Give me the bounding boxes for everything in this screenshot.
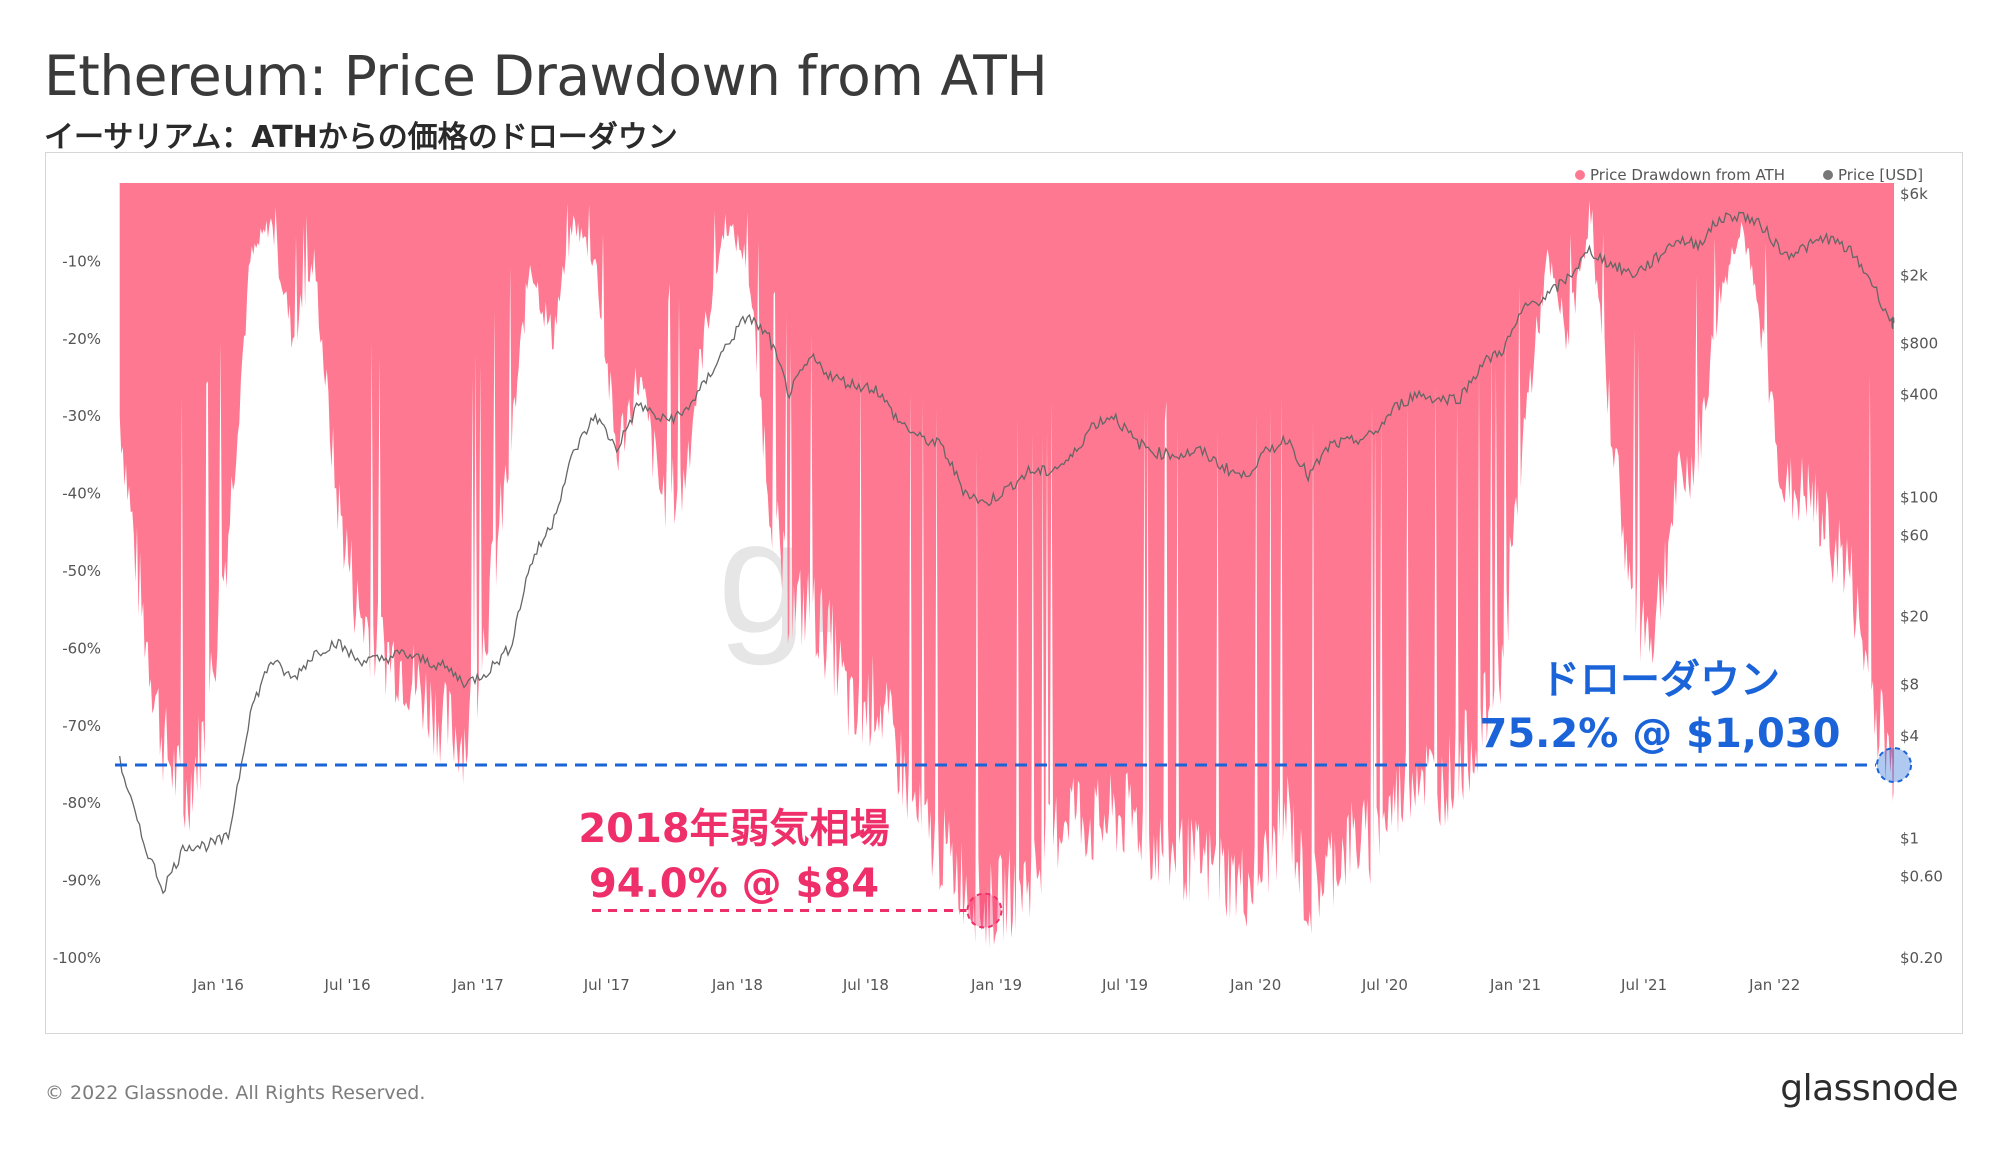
legend-swatch-drawdown (1575, 170, 1585, 180)
x-tick-label: Jan '18 (711, 976, 763, 994)
x-tick-label: Jul '17 (583, 976, 630, 994)
x-axis: Jan '16 Jul '16 Jan '17 Jul '17 Jan '18 Jul '… (192, 976, 1800, 994)
y-left-tick-label: -20% (62, 330, 101, 348)
chart-title: Ethereum: Price Drawdown from ATH (44, 44, 1048, 108)
brand-logo: glassnode (1780, 1068, 1958, 1109)
y-left-tick-label: -50% (62, 562, 101, 580)
y-left-tick-label: -70% (62, 717, 101, 735)
y-left-tick-label: -40% (62, 485, 101, 503)
x-tick-label: Jan '19 (970, 976, 1022, 994)
bear-market-value: 94.0% @ $84 (589, 861, 879, 907)
y-left-tick-label: -80% (62, 794, 101, 812)
y-left-tick-label: -30% (62, 407, 101, 425)
y-right-tick-label: $400 (1900, 386, 1938, 404)
y-left-tick-label: -60% (62, 639, 101, 657)
price-line (119, 211, 1895, 895)
y-right-tick-label: $60 (1900, 526, 1929, 544)
drawdown-area (119, 183, 1895, 949)
y-right-tick-label: $100 (1900, 488, 1938, 506)
y-right-tick-label: $2k (1900, 266, 1928, 284)
legend: Price Drawdown from ATH Price [USD] (1575, 166, 1923, 184)
x-tick-label: Jul '21 (1620, 976, 1667, 994)
y-left-tick-label: -90% (62, 872, 101, 890)
x-tick-label: Jan '17 (452, 976, 504, 994)
x-tick-label: Jul '19 (1101, 976, 1148, 994)
y-right-tick-label: $8 (1900, 676, 1919, 694)
price-line-path (119, 211, 1895, 895)
bear-market-label: 2018年弱気相場 (578, 806, 889, 852)
legend-swatch-price (1823, 170, 1833, 180)
x-tick-label: Jan '22 (1748, 976, 1800, 994)
x-tick-label: Jan '16 (192, 976, 244, 994)
current-drawdown-marker (1876, 747, 1912, 784)
annotations: 2018年弱気相場 94.0% @ $84 ドローダウン 75.2% @ $1,030 (115, 657, 1912, 929)
left-axis: -10% -20% -30% -40% -50% -60% -70% -80% -90% -100… (53, 252, 101, 967)
x-tick-label: Jul '18 (842, 976, 889, 994)
y-left-tick-label: -10% (62, 252, 101, 270)
x-tick-label: Jul '16 (324, 976, 371, 994)
legend-label-price: Price [USD] (1838, 166, 1923, 184)
drawdown-area-path (119, 183, 1895, 949)
y-right-tick-label: $0.60 (1900, 868, 1943, 886)
current-drawdown-value: 75.2% @ $1,030 (1480, 711, 1841, 757)
x-tick-label: Jan '20 (1229, 976, 1281, 994)
x-tick-label: Jan '21 (1489, 976, 1541, 994)
y-right-tick-label: $1 (1900, 830, 1919, 848)
y-right-tick-label: $800 (1900, 334, 1938, 352)
chart-subtitle: イーサリアム：ATHからの価格のドローダウン (44, 120, 678, 155)
y-right-tick-label: $0.20 (1900, 949, 1943, 967)
y-right-tick-label: $6k (1900, 185, 1928, 203)
chart-frame (45, 152, 1963, 1034)
right-axis: $6k $2k $800 $400 $100 $60 $20 $8 $4 $1 $0.60 $0.20 (1900, 185, 1943, 967)
bear-market-marker (966, 892, 1003, 929)
y-right-tick-label: $20 (1900, 608, 1929, 626)
x-tick-label: Jul '20 (1361, 976, 1408, 994)
y-right-tick-label: $4 (1900, 727, 1919, 745)
y-left-tick-label: -100% (53, 949, 101, 967)
legend-label-drawdown: Price Drawdown from ATH (1590, 166, 1785, 184)
current-drawdown-label: ドローダウン (1540, 657, 1780, 703)
copyright: © 2022 Glassnode. All Rights Reserved. (45, 1082, 426, 1104)
